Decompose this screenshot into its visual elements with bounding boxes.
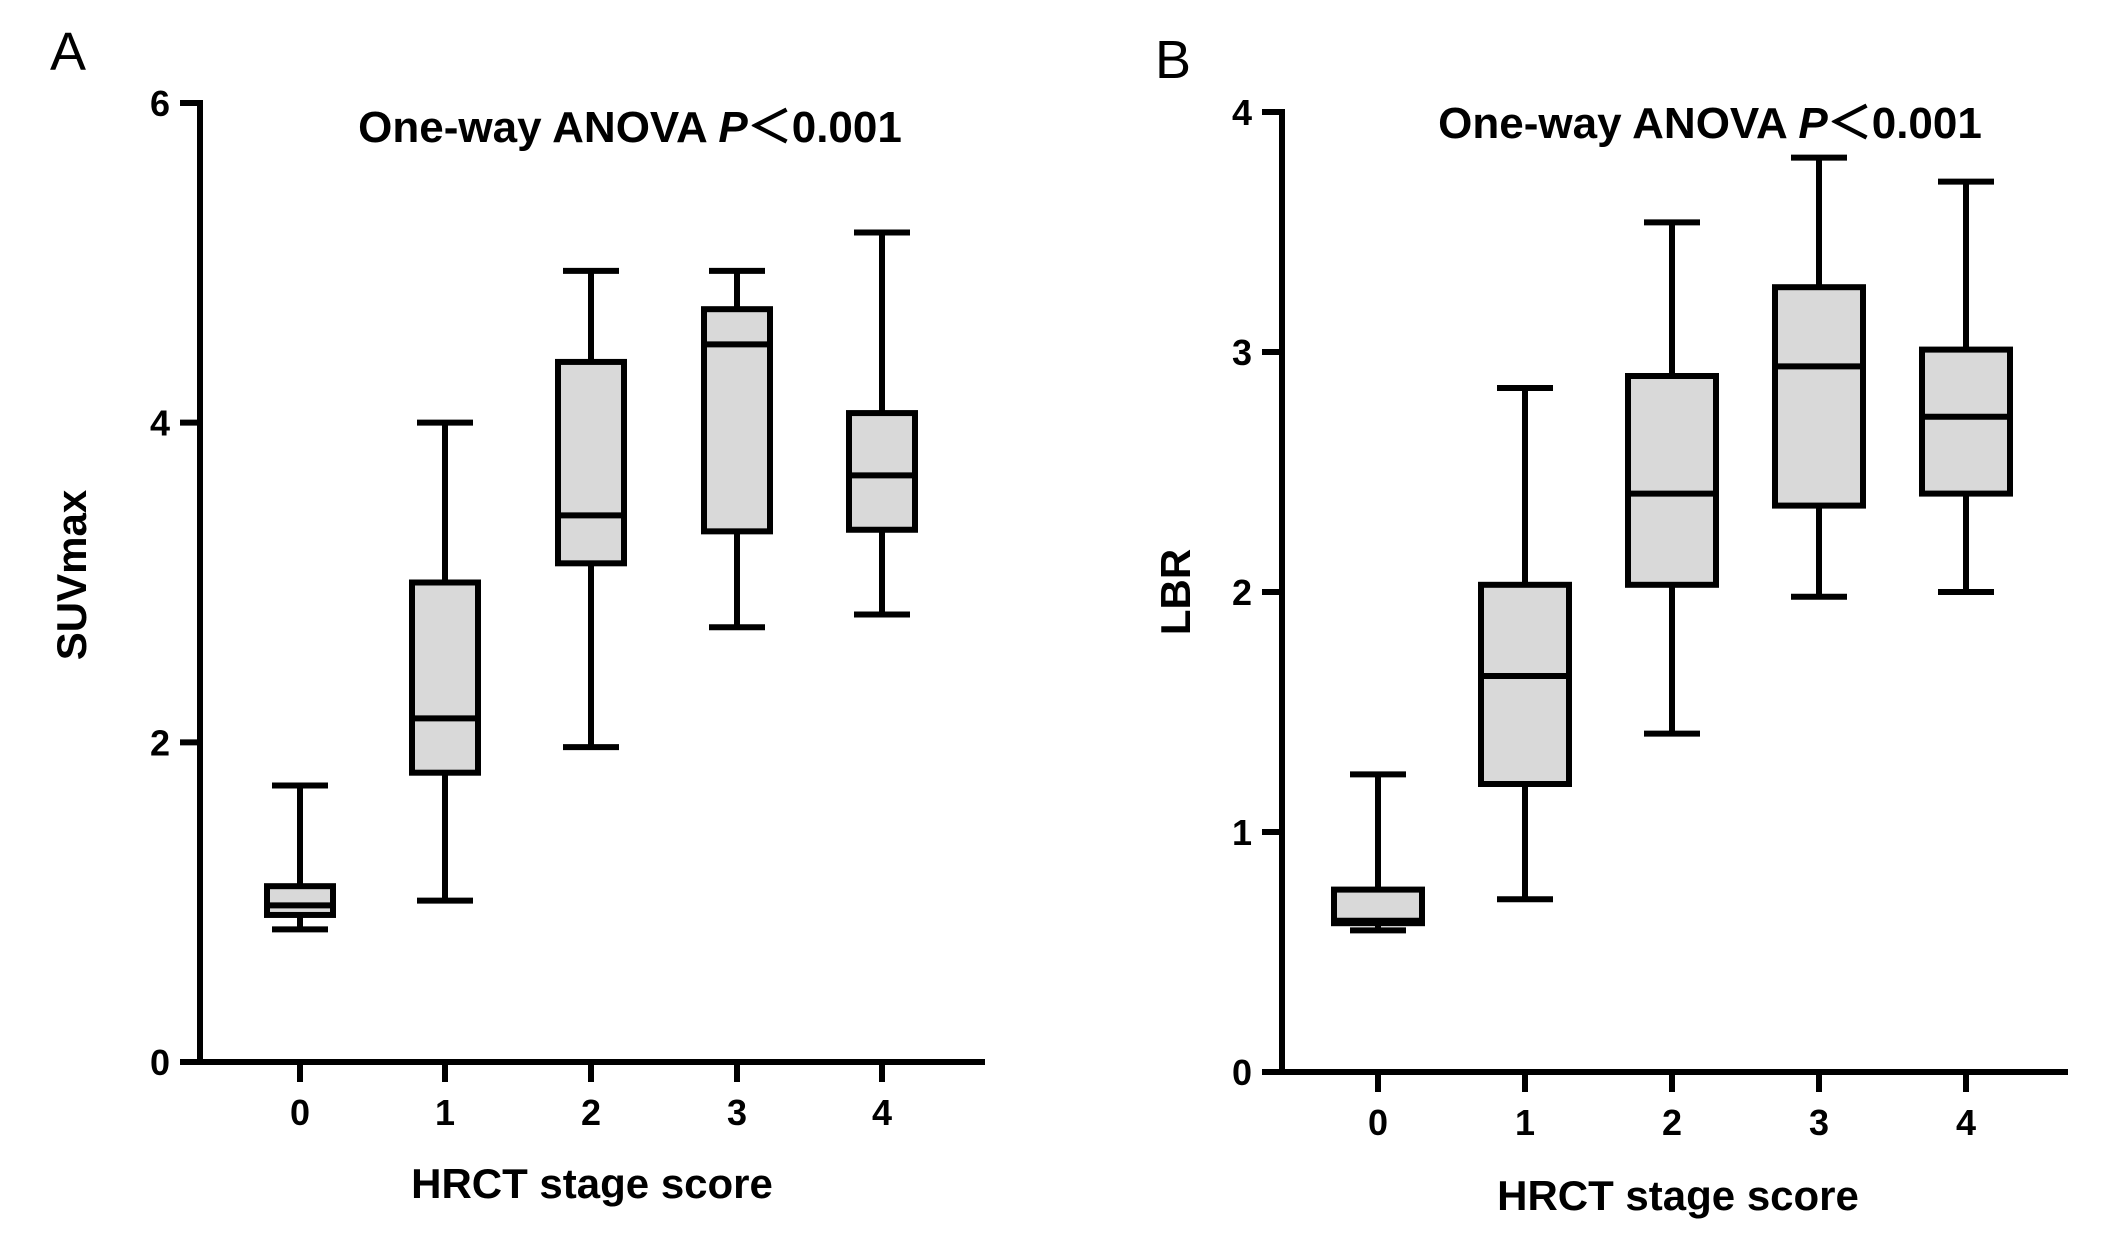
panel-a-x-tick-label: 1 xyxy=(435,1092,455,1133)
panel-a-y-tick-label: 6 xyxy=(150,83,170,124)
panel-b-x-tick-label: 1 xyxy=(1515,1102,1535,1143)
panel-a-y-axis-label: SUVmax xyxy=(48,489,95,660)
panel-a-letter: A xyxy=(50,22,86,82)
panel-b-y-axis-label: LBR xyxy=(1152,549,1199,635)
panel-b-y-tick-label: 4 xyxy=(1232,92,1252,133)
panel-a-x-tick-label: 0 xyxy=(290,1092,310,1133)
panel-b-x-tick-label: 0 xyxy=(1368,1102,1388,1143)
panel-a-box-4 xyxy=(846,410,918,533)
panel-a-x-axis-label: HRCT stage score xyxy=(411,1160,773,1207)
panel-b-y-tick-label: 0 xyxy=(1232,1052,1252,1093)
panel-b-x-tick-label: 4 xyxy=(1956,1102,1976,1143)
panel-b: B One-way ANOVA P＜0.001 LBR HRCT stage s… xyxy=(1152,30,2068,1219)
panel-a-box-1 xyxy=(409,579,481,776)
panel-b-box-3 xyxy=(1772,284,1866,509)
panel-a-y-tick-label: 4 xyxy=(150,403,170,444)
panel-b-plot-area: 0 1 2 3 4 0 1 2 3 4 xyxy=(1232,92,2068,1143)
panel-a-box-2 xyxy=(555,358,627,567)
panel-b-x-axis-label: HRCT stage score xyxy=(1497,1172,1859,1219)
panel-b-y-tick-label: 1 xyxy=(1232,812,1252,853)
panel-b-box-1 xyxy=(1478,581,1572,787)
panel-b-y-tick-label: 3 xyxy=(1232,332,1252,373)
panel-a-x-tick-label: 2 xyxy=(581,1092,601,1133)
panel-b-y-tick-label: 2 xyxy=(1232,572,1252,613)
panel-a-x-tick-label: 3 xyxy=(727,1092,747,1133)
panel-a-y-tick-label: 2 xyxy=(150,722,170,763)
panel-a-y-tick-label: 0 xyxy=(150,1042,170,1083)
panel-b-letter: B xyxy=(1155,30,1191,90)
panel-b-x-tick-label: 2 xyxy=(1662,1102,1682,1143)
panel-b-title: One-way ANOVA P＜0.001 xyxy=(1438,99,1982,148)
panel-a-x-tick-label: 4 xyxy=(872,1092,892,1133)
panel-a: A One-way ANOVA P＜0.001 SUVmax HRCT stag… xyxy=(48,22,985,1207)
panel-b-x-tick-label: 3 xyxy=(1809,1102,1829,1143)
panel-a-plot-area: 0 2 4 6 0 1 2 3 4 xyxy=(150,83,985,1133)
panel-a-box-0 xyxy=(264,883,336,918)
panel-b-box-4 xyxy=(1919,346,2013,497)
panel-a-title: One-way ANOVA P＜0.001 xyxy=(358,103,902,152)
panel-b-box-2 xyxy=(1625,373,1719,588)
